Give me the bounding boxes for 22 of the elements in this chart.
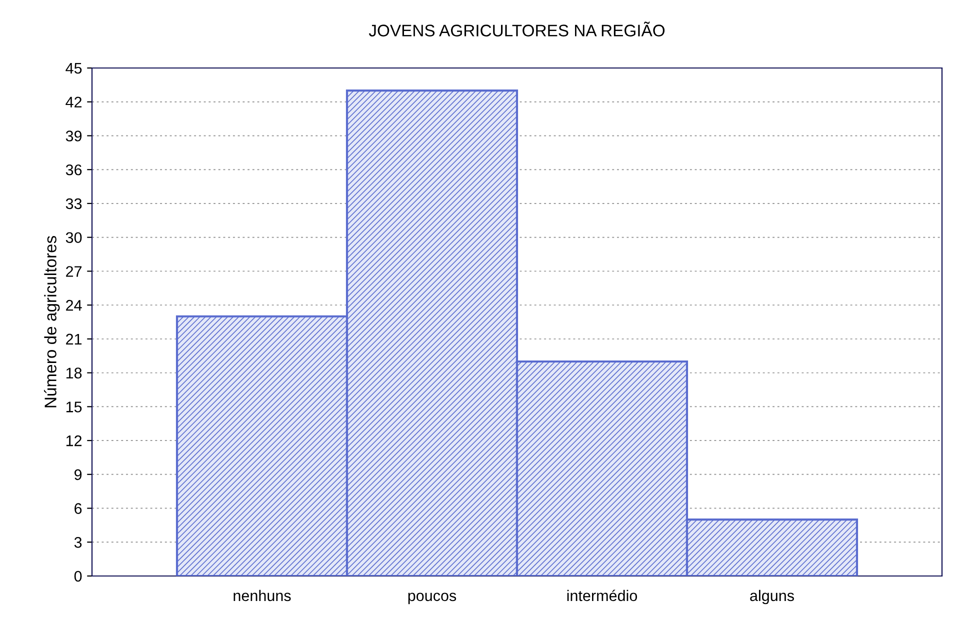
y-tick-label: 24 bbox=[66, 300, 82, 311]
y-tick-label: 39 bbox=[66, 130, 82, 142]
x-tick-label: poucos bbox=[408, 592, 456, 604]
y-tick-label: 6 bbox=[74, 503, 82, 514]
y-tick-label: 18 bbox=[66, 368, 82, 378]
y-tick-label: 15 bbox=[66, 402, 82, 412]
y-tick-label: 33 bbox=[66, 198, 82, 210]
chart-title: JOVENS AGRICULTORES NA REGIÃO bbox=[368, 22, 665, 36]
x-tick-label: alguns bbox=[750, 590, 794, 604]
y-tick-label: 45 bbox=[66, 63, 82, 74]
y-tick-label: 30 bbox=[66, 232, 82, 244]
y-tick-label: 21 bbox=[66, 334, 82, 344]
y-axis-title: Número de agricultores bbox=[44, 236, 60, 408]
y-tick-label: 12 bbox=[66, 435, 82, 446]
y-tick-label: 27 bbox=[66, 266, 82, 277]
x-tick-label: nenhuns bbox=[234, 590, 291, 602]
x-tick-label: intermédio bbox=[567, 590, 638, 602]
y-tick-label: 42 bbox=[66, 96, 82, 108]
y-tick-label: 36 bbox=[66, 164, 82, 176]
y-tick-label: 9 bbox=[74, 469, 82, 480]
y-tick-label: 3 bbox=[74, 537, 82, 548]
y-tick-label: 0 bbox=[74, 570, 82, 582]
